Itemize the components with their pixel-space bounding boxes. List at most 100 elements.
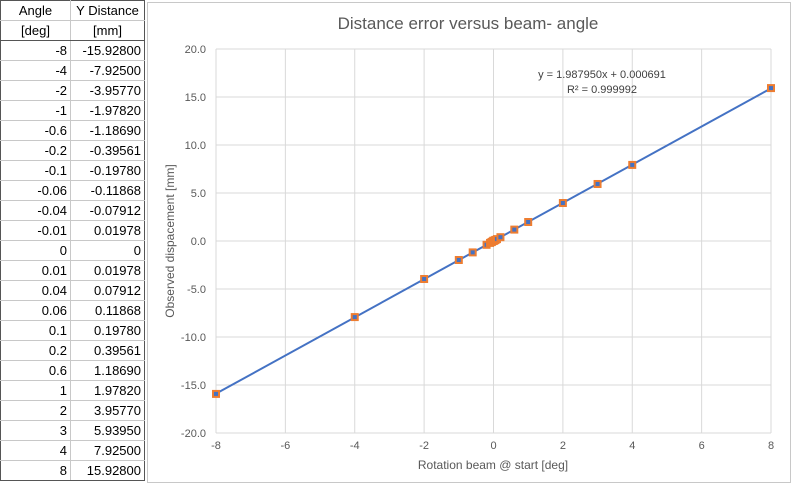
y-tick-label: 15.0 <box>185 92 206 104</box>
table-row: -4 -7.92500 <box>0 60 145 81</box>
distance-cell[interactable]: 0.01978 <box>70 260 145 281</box>
y-tick-label: -15.0 <box>181 380 206 392</box>
data-point-core <box>595 181 600 186</box>
data-point[interactable] <box>350 313 359 322</box>
angle-cell[interactable]: -0.2 <box>0 140 71 161</box>
data-table: Angle Y Distance [deg] [mm] -8 -15.92800-… <box>0 0 145 481</box>
x-axis-label: Rotation beam @ start [deg] <box>418 458 568 472</box>
x-tick-label: 0 <box>490 440 496 452</box>
data-point[interactable] <box>510 225 519 234</box>
distance-cell[interactable]: 1.18690 <box>70 360 145 381</box>
angle-cell[interactable]: 0.04 <box>0 280 71 301</box>
data-point-core <box>422 276 427 281</box>
distance-cell[interactable]: -15.92800 <box>70 40 145 61</box>
table-row: 1 1.97820 <box>0 380 145 401</box>
chart-area[interactable]: -8 -6 -4 -2 0 2 4 6 8 20.0 15.0 10.0 5.0 0.0 -5.0 -10.0… <box>147 2 791 483</box>
data-point[interactable] <box>593 179 602 188</box>
table-row: -0.2 -0.39561 <box>0 140 145 161</box>
angle-cell[interactable]: -0.1 <box>0 160 71 181</box>
table-row: -2 -3.95770 <box>0 80 145 101</box>
x-tick-label: 6 <box>699 440 705 452</box>
table-row: 0.06 0.11868 <box>0 300 145 321</box>
table-row: 3 5.93950 <box>0 420 145 441</box>
distance-cell[interactable]: 0.01978 <box>70 220 145 241</box>
data-point[interactable] <box>468 248 477 257</box>
table-row: 0.2 0.39561 <box>0 340 145 361</box>
angle-cell[interactable]: -2 <box>0 80 71 101</box>
table-row: 0.04 0.07912 <box>0 280 145 301</box>
distance-cell[interactable]: -3.95770 <box>70 80 145 101</box>
data-point-core <box>498 235 503 240</box>
angle-cell[interactable]: 4 <box>0 440 71 461</box>
distance-cell[interactable]: 3.95770 <box>70 400 145 421</box>
data-point[interactable] <box>767 84 775 93</box>
angle-cell[interactable]: 0.01 <box>0 260 71 281</box>
angle-cell[interactable]: 0.2 <box>0 340 71 361</box>
angle-cell[interactable]: 0 <box>0 240 71 261</box>
distance-cell[interactable]: 5.93950 <box>70 420 145 441</box>
tick-labels: -8 -6 -4 -2 0 2 4 6 8 20.0 15.0 10.0 5.0 0.0 -5.0 -10.0… <box>181 44 774 452</box>
trendline-equation: y = 1.987950x + 0.000691 <box>538 69 666 81</box>
distance-cell[interactable]: 0 <box>70 240 145 261</box>
x-tick-label: -6 <box>280 440 290 452</box>
y-tick-label: -5.0 <box>187 284 206 296</box>
header-cell-angle-unit[interactable]: [deg] <box>0 20 71 41</box>
angle-cell[interactable]: -0.01 <box>0 220 71 241</box>
angle-cell[interactable]: 0.06 <box>0 300 71 321</box>
angle-cell[interactable]: 0.1 <box>0 320 71 341</box>
y-tick-label: 20.0 <box>185 44 206 56</box>
data-point-core <box>470 250 475 255</box>
data-point[interactable] <box>420 274 429 283</box>
header-row: Angle Y Distance <box>0 0 145 21</box>
header-unit-row: [deg] [mm] <box>0 20 145 41</box>
data-point[interactable] <box>558 199 567 208</box>
table-row: -0.06 -0.11868 <box>0 180 145 201</box>
angle-cell[interactable]: 2 <box>0 400 71 421</box>
distance-cell[interactable]: 7.92500 <box>70 440 145 461</box>
angle-cell[interactable]: -1 <box>0 100 71 121</box>
angle-cell[interactable]: 1 <box>0 380 71 401</box>
x-tick-label: -2 <box>419 440 429 452</box>
angle-cell[interactable]: -0.06 <box>0 180 71 201</box>
distance-cell[interactable]: 0.19780 <box>70 320 145 341</box>
data-point-core <box>769 86 773 91</box>
angle-cell[interactable]: 3 <box>0 420 71 441</box>
table-row: 0.01 0.01978 <box>0 260 145 281</box>
distance-cell[interactable]: 0.39561 <box>70 340 145 361</box>
data-point[interactable] <box>212 389 220 398</box>
distance-cell[interactable]: 1.97820 <box>70 380 145 401</box>
distance-cell[interactable]: -0.39561 <box>70 140 145 161</box>
chart-title: Distance error versus beam- angle <box>338 14 599 33</box>
distance-cell[interactable]: -0.19780 <box>70 160 145 181</box>
x-tick-label: 4 <box>629 440 635 452</box>
distance-cell[interactable]: -7.92500 <box>70 60 145 81</box>
angle-cell[interactable]: 8 <box>0 460 71 481</box>
table-row: 4 7.92500 <box>0 440 145 461</box>
angle-cell[interactable]: 0.6 <box>0 360 71 381</box>
y-tick-label: -20.0 <box>181 428 206 440</box>
distance-cell[interactable]: 15.92800 <box>70 460 145 481</box>
data-point[interactable] <box>496 233 505 242</box>
y-axis-label: Observed dispacement [mm] <box>163 164 177 317</box>
chart-svg: -8 -6 -4 -2 0 2 4 6 8 20.0 15.0 10.0 5.0 0.0 -5.0 -10.0… <box>163 14 775 472</box>
data-point[interactable] <box>524 218 533 227</box>
distance-cell[interactable]: 0.11868 <box>70 300 145 321</box>
data-point[interactable] <box>454 255 463 264</box>
distance-cell[interactable]: -1.18690 <box>70 120 145 141</box>
angle-cell[interactable]: -8 <box>0 40 71 61</box>
data-point[interactable] <box>628 160 637 169</box>
distance-cell[interactable]: 0.07912 <box>70 280 145 301</box>
distance-cell[interactable]: -1.97820 <box>70 100 145 121</box>
angle-cell[interactable]: -0.6 <box>0 120 71 141</box>
header-cell-y-distance[interactable]: Y Distance <box>70 0 145 21</box>
angle-cell[interactable]: -0.04 <box>0 200 71 221</box>
header-cell-angle[interactable]: Angle <box>0 0 71 21</box>
distance-cell[interactable]: -0.07912 <box>70 200 145 221</box>
header-cell-distance-unit[interactable]: [mm] <box>70 20 145 41</box>
table-row: 0.6 1.18690 <box>0 360 145 381</box>
data-point-core <box>352 315 357 320</box>
data-point-core <box>456 257 461 262</box>
angle-cell[interactable]: -4 <box>0 60 71 81</box>
distance-cell[interactable]: -0.11868 <box>70 180 145 201</box>
